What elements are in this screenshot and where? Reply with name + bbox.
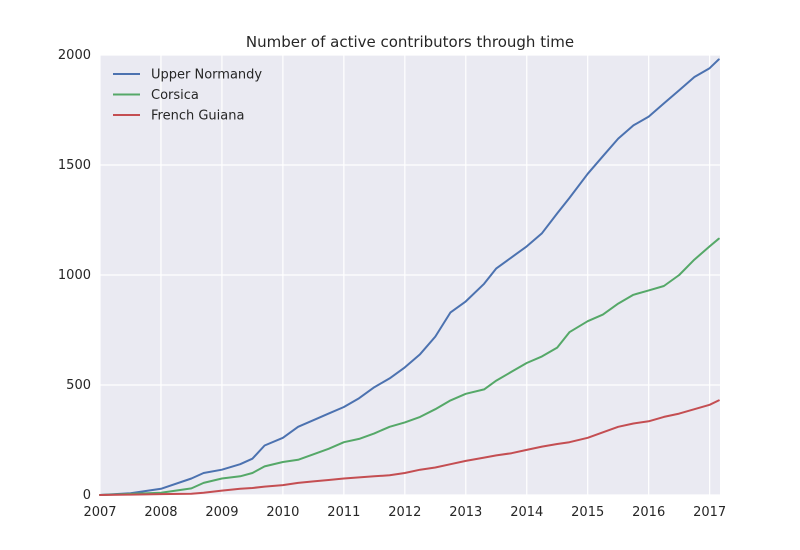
x-tick-label: 2017 xyxy=(693,505,726,520)
x-tick-label: 2016 xyxy=(632,505,665,520)
chart-title: Number of active contributors through ti… xyxy=(246,33,574,51)
y-tick-label: 1000 xyxy=(58,268,91,283)
series-line-corsica xyxy=(99,237,720,496)
series-lines xyxy=(99,58,720,496)
x-axis-ticks: 2007 2008 2009 2010 2011 2012 2013 2014 2015 2016… xyxy=(83,505,726,520)
x-tick-label: 2007 xyxy=(83,505,116,520)
y-tick-label: 0 xyxy=(83,488,91,503)
y-axis-ticks: 0 500 1000 1500 2000 xyxy=(58,48,91,503)
x-tick-label: 2014 xyxy=(510,505,543,520)
x-tick-label: 2010 xyxy=(266,505,299,520)
legend-label: French Guiana xyxy=(151,109,244,124)
series-line-upper-normandy xyxy=(99,58,720,496)
x-tick-label: 2011 xyxy=(327,505,360,520)
legend-label: Corsica xyxy=(151,88,199,103)
y-tick-label: 500 xyxy=(66,378,91,393)
x-tick-label: 2015 xyxy=(571,505,604,520)
legend-label: Upper Normandy xyxy=(151,68,262,83)
series-line-french-guiana xyxy=(99,399,720,496)
grid xyxy=(99,54,720,496)
legend: Upper Normandy Corsica French Guiana xyxy=(113,68,262,124)
y-tick-label: 1500 xyxy=(58,158,91,173)
x-tick-label: 2009 xyxy=(205,505,238,520)
x-tick-label: 2012 xyxy=(388,505,421,520)
x-tick-label: 2008 xyxy=(144,505,177,520)
x-tick-label: 2013 xyxy=(449,505,482,520)
y-tick-label: 2000 xyxy=(58,48,91,63)
